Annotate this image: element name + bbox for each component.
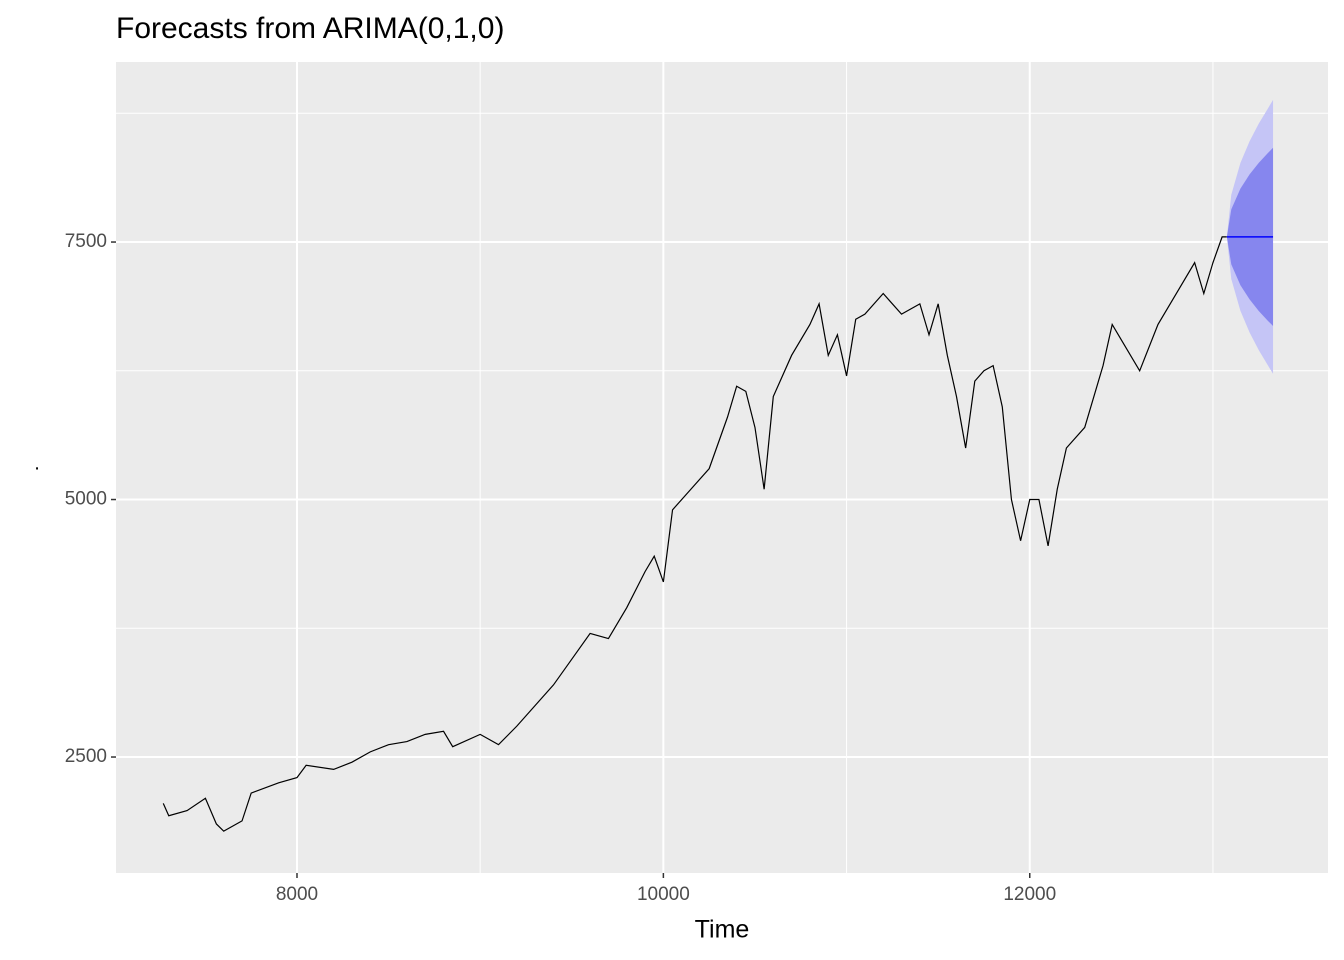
chart-title: Forecasts from ARIMA(0,1,0) bbox=[116, 12, 504, 45]
y-axis-title: . bbox=[34, 452, 40, 474]
x-tick-label: 10000 bbox=[637, 884, 690, 905]
plot-panel bbox=[116, 62, 1328, 873]
x-tick-label: 8000 bbox=[276, 884, 318, 905]
y-tick-label: 7500 bbox=[65, 231, 107, 252]
y-tick-label: 2500 bbox=[65, 746, 107, 767]
x-tick-label: 12000 bbox=[1003, 884, 1056, 905]
series-line bbox=[162, 236, 1227, 832]
x-axis-title: Time bbox=[695, 916, 750, 944]
y-tick-label: 5000 bbox=[65, 489, 107, 510]
